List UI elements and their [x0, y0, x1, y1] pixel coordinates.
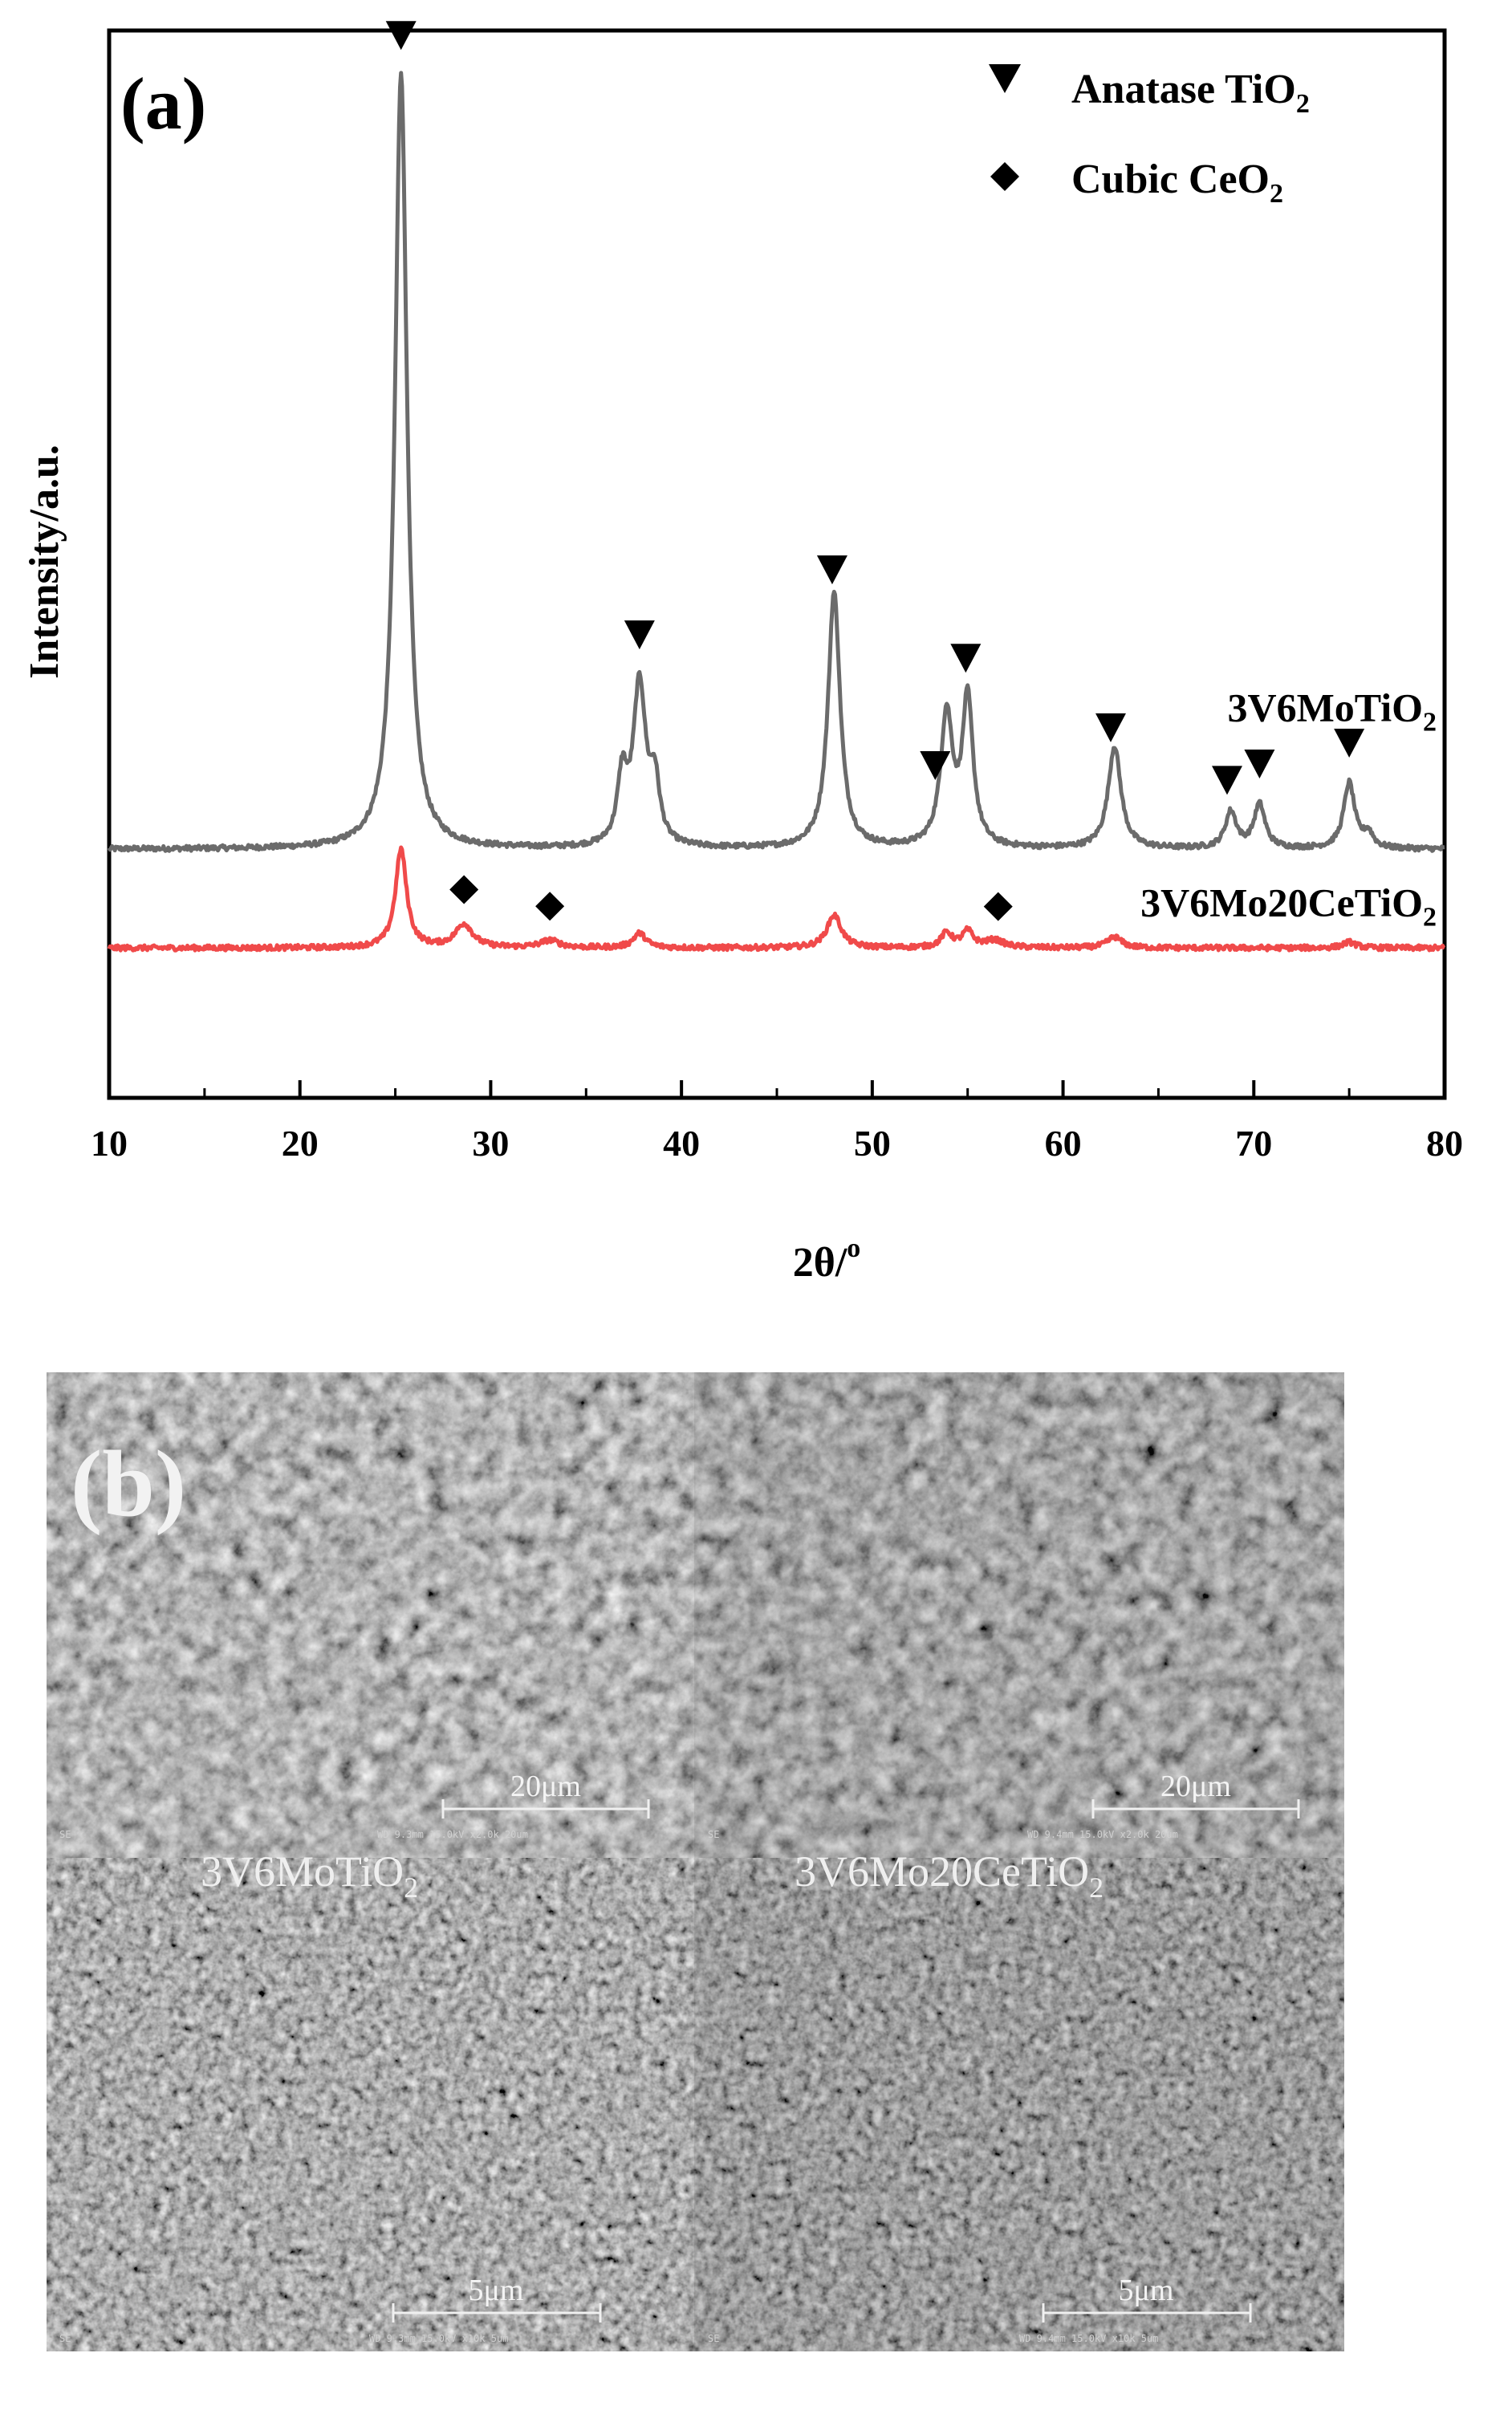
legend-entry-ceria: Cubic CeO2: [1071, 156, 1283, 209]
anatase-marker: [385, 21, 417, 51]
series-label-2: 3V6Mo20CeTiO2: [1140, 880, 1437, 932]
anatase-marker: [1334, 728, 1365, 758]
x-tick-label: 70: [1235, 1123, 1272, 1164]
sem-image-top-left: [47, 1372, 694, 1858]
sem-mode: SE: [59, 1829, 71, 1840]
sem-image-bottom-left: [47, 1858, 694, 2351]
x-tick-label: 60: [1045, 1123, 1082, 1164]
ceria-marker: [449, 875, 479, 904]
sem-mode: SE: [708, 2333, 719, 2344]
ceria-marker: [535, 892, 565, 921]
scale-label: 20μm: [510, 1770, 581, 1803]
series-line-2: [107, 845, 1446, 953]
x-tick-label: 20: [282, 1123, 319, 1164]
ceria-marker: [983, 892, 1013, 921]
sem-meta: WD 9.3mm 15.0kV x2.0k 20um: [377, 1829, 528, 1840]
anatase-marker: [1095, 713, 1126, 742]
peak-markers: [385, 21, 1365, 921]
anatase-marker: [624, 620, 655, 650]
sem-image-bottom-right: [694, 1858, 1344, 2351]
sem-annotation-tl: 20μm SE WD 9.3mm 15.0kV x2.0k 20um 3V6Mo…: [59, 1770, 650, 1904]
legend-entry-anatase: Anatase TiO2: [1071, 67, 1310, 119]
series-labels: 3V6MoTiO2 3V6Mo20CeTiO2: [1140, 685, 1437, 932]
anatase-marker: [1212, 766, 1243, 795]
x-axis-ticks: 10 20 30 40 50 60 70 80: [91, 1080, 1463, 1164]
x-tick-label: 10: [91, 1123, 128, 1164]
sem-panel: (b) 20μm SE WD 9.3mm 15.0kV x2.0k 20um 3…: [47, 1372, 1344, 2351]
y-axis-title: Intensity/a.u.: [22, 445, 67, 679]
x-tick-label: 80: [1426, 1123, 1463, 1164]
legend-triangle-icon: [989, 64, 1021, 93]
scale-label: 20μm: [1160, 1770, 1231, 1803]
sem-meta: WD 9.4mm 15.0kV x2.0k 20um: [1027, 1829, 1178, 1840]
sem-annotation-bl: 5μm SE WD 9.3mm 15.0kV x10k 5um: [59, 2274, 602, 2344]
anatase-marker: [816, 555, 847, 585]
x-tick-label: 40: [663, 1123, 700, 1164]
sem-image-top-right: [694, 1372, 1344, 1858]
anatase-marker: [950, 644, 982, 673]
anatase-marker: [920, 751, 951, 781]
legend-diamond-icon: [990, 162, 1019, 191]
sem-mode: SE: [59, 2333, 71, 2344]
x-tick-label: 50: [854, 1123, 891, 1164]
panel-a-label: (a): [120, 63, 206, 144]
panel-b-label: (b): [71, 1431, 186, 1536]
xrd-chart: 10 20 30 40 50 60 70 80 3V6MoTiO23V6Mo20CeTiO2 …: [22, 21, 1463, 1286]
scale-label: 5μm: [469, 2274, 524, 2307]
sem-sample-label: 3V6MoTiO2: [201, 1847, 418, 1904]
sem-meta: WD 9.3mm 15.0kV x10k 5um: [369, 2333, 508, 2344]
sem-sample-label: 3V6Mo20CeTiO2: [795, 1847, 1104, 1904]
x-axis-title: 2θ/o: [793, 1233, 861, 1286]
sem-mode: SE: [708, 1829, 719, 1840]
sem-meta: WD 9.4mm 15.0kV x10k 5um: [1019, 2333, 1158, 2344]
series-label-1: 3V6MoTiO2: [1227, 685, 1437, 737]
series-line-1: [107, 71, 1446, 853]
sem-annotation-br: 5μm SE WD 9.4mm 15.0kV x10k 5um: [708, 2274, 1252, 2344]
x-tick-label: 30: [472, 1123, 509, 1164]
legend: Anatase TiO2 Cubic CeO2: [989, 64, 1310, 209]
sem-annotation-tr: 20μm SE WD 9.4mm 15.0kV x2.0k 20um 3V6Mo…: [708, 1770, 1300, 1904]
series-lines: [107, 71, 1446, 953]
anatase-marker: [1244, 750, 1275, 779]
scale-label: 5μm: [1119, 2274, 1174, 2307]
